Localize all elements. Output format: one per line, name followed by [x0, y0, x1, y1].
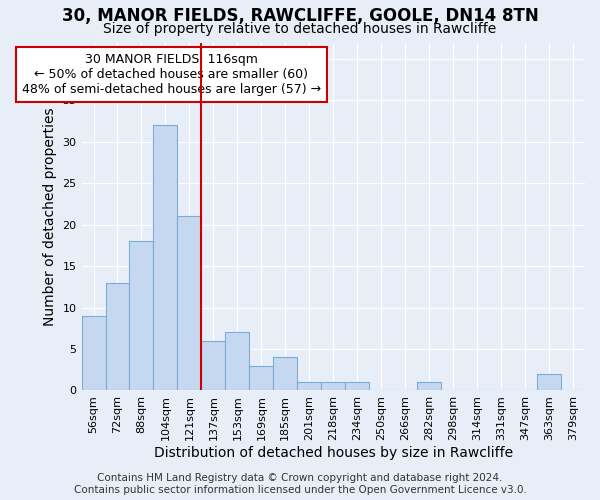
Bar: [537, 374, 561, 390]
Bar: [274, 358, 298, 390]
Bar: [154, 126, 178, 390]
Y-axis label: Number of detached properties: Number of detached properties: [43, 107, 57, 326]
Bar: [345, 382, 369, 390]
Text: Size of property relative to detached houses in Rawcliffe: Size of property relative to detached ho…: [103, 22, 497, 36]
Bar: [321, 382, 345, 390]
Bar: [202, 341, 226, 390]
Bar: [417, 382, 441, 390]
Bar: [250, 366, 274, 390]
Bar: [106, 283, 130, 391]
Bar: [226, 332, 250, 390]
Bar: [298, 382, 321, 390]
Text: 30 MANOR FIELDS: 116sqm
← 50% of detached houses are smaller (60)
48% of semi-de: 30 MANOR FIELDS: 116sqm ← 50% of detache…: [22, 53, 321, 96]
Bar: [130, 242, 154, 390]
Bar: [178, 216, 202, 390]
X-axis label: Distribution of detached houses by size in Rawcliffe: Distribution of detached houses by size …: [154, 446, 513, 460]
Text: 30, MANOR FIELDS, RAWCLIFFE, GOOLE, DN14 8TN: 30, MANOR FIELDS, RAWCLIFFE, GOOLE, DN14…: [62, 8, 538, 26]
Text: Contains HM Land Registry data © Crown copyright and database right 2024.
Contai: Contains HM Land Registry data © Crown c…: [74, 474, 526, 495]
Bar: [82, 316, 106, 390]
